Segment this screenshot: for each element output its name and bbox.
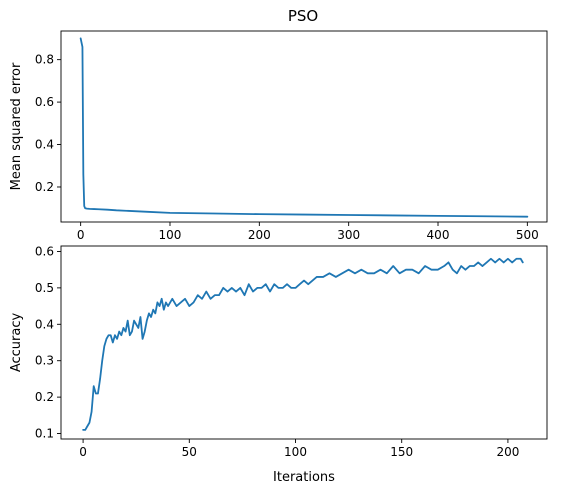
accuracy-x-tick-label: 150 — [390, 445, 413, 459]
mse-plot-area — [60, 30, 548, 223]
accuracy-y-tick-label: 0.3 — [35, 354, 54, 368]
accuracy-series-line — [82, 257, 524, 431]
accuracy-x-tick-label: 50 — [182, 445, 197, 459]
mse-series-line — [79, 37, 529, 218]
mse-x-tick-label: 500 — [516, 228, 539, 242]
accuracy-y-tick-label: 0.5 — [35, 281, 54, 295]
chart-title: PSO — [288, 7, 318, 25]
accuracy-x-ticks: 0 50 100 150 200 — [79, 439, 519, 459]
accuracy-y-tick-label: 0.4 — [35, 317, 54, 331]
mse-y-ticks: 0.2 0.4 0.6 0.8 — [35, 53, 61, 194]
mse-x-tick-label: 400 — [427, 228, 450, 242]
accuracy-x-axis-label: Iterations — [273, 470, 335, 485]
mse-x-ticks: 0 100 200 300 400 500 — [77, 222, 539, 242]
mse-y-tick-label: 0.4 — [35, 138, 54, 152]
mse-y-tick-label: 0.8 — [35, 53, 54, 67]
accuracy-x-tick-label: 200 — [496, 445, 519, 459]
accuracy-x-tick-label: 0 — [79, 445, 87, 459]
mse-chart: 0 100 200 300 400 500 0.2 0.4 0.6 0.8 Mean squar… — [9, 30, 548, 242]
accuracy-chart: 0 50 100 150 200 0.1 0.2 0.3 0.4 0.5 0.6 Accuracy… — [9, 244, 548, 485]
accuracy-y-tick-label: 0.6 — [35, 244, 54, 258]
accuracy-y-tick-label: 0.2 — [35, 390, 54, 404]
accuracy-y-ticks: 0.1 0.2 0.3 0.4 0.5 0.6 — [35, 244, 61, 441]
mse-y-axis-label: Mean squared error — [9, 62, 24, 190]
accuracy-x-tick-label: 100 — [284, 445, 307, 459]
mse-x-tick-label: 300 — [337, 228, 360, 242]
mse-x-tick-label: 200 — [248, 228, 271, 242]
accuracy-y-tick-label: 0.1 — [35, 427, 54, 441]
mse-x-tick-label: 100 — [159, 228, 182, 242]
mse-y-tick-label: 0.6 — [35, 95, 54, 109]
mse-x-tick-label: 0 — [77, 228, 85, 242]
accuracy-plot-area — [60, 245, 548, 440]
accuracy-y-axis-label: Accuracy — [9, 313, 24, 373]
mse-y-tick-label: 0.2 — [35, 180, 54, 194]
